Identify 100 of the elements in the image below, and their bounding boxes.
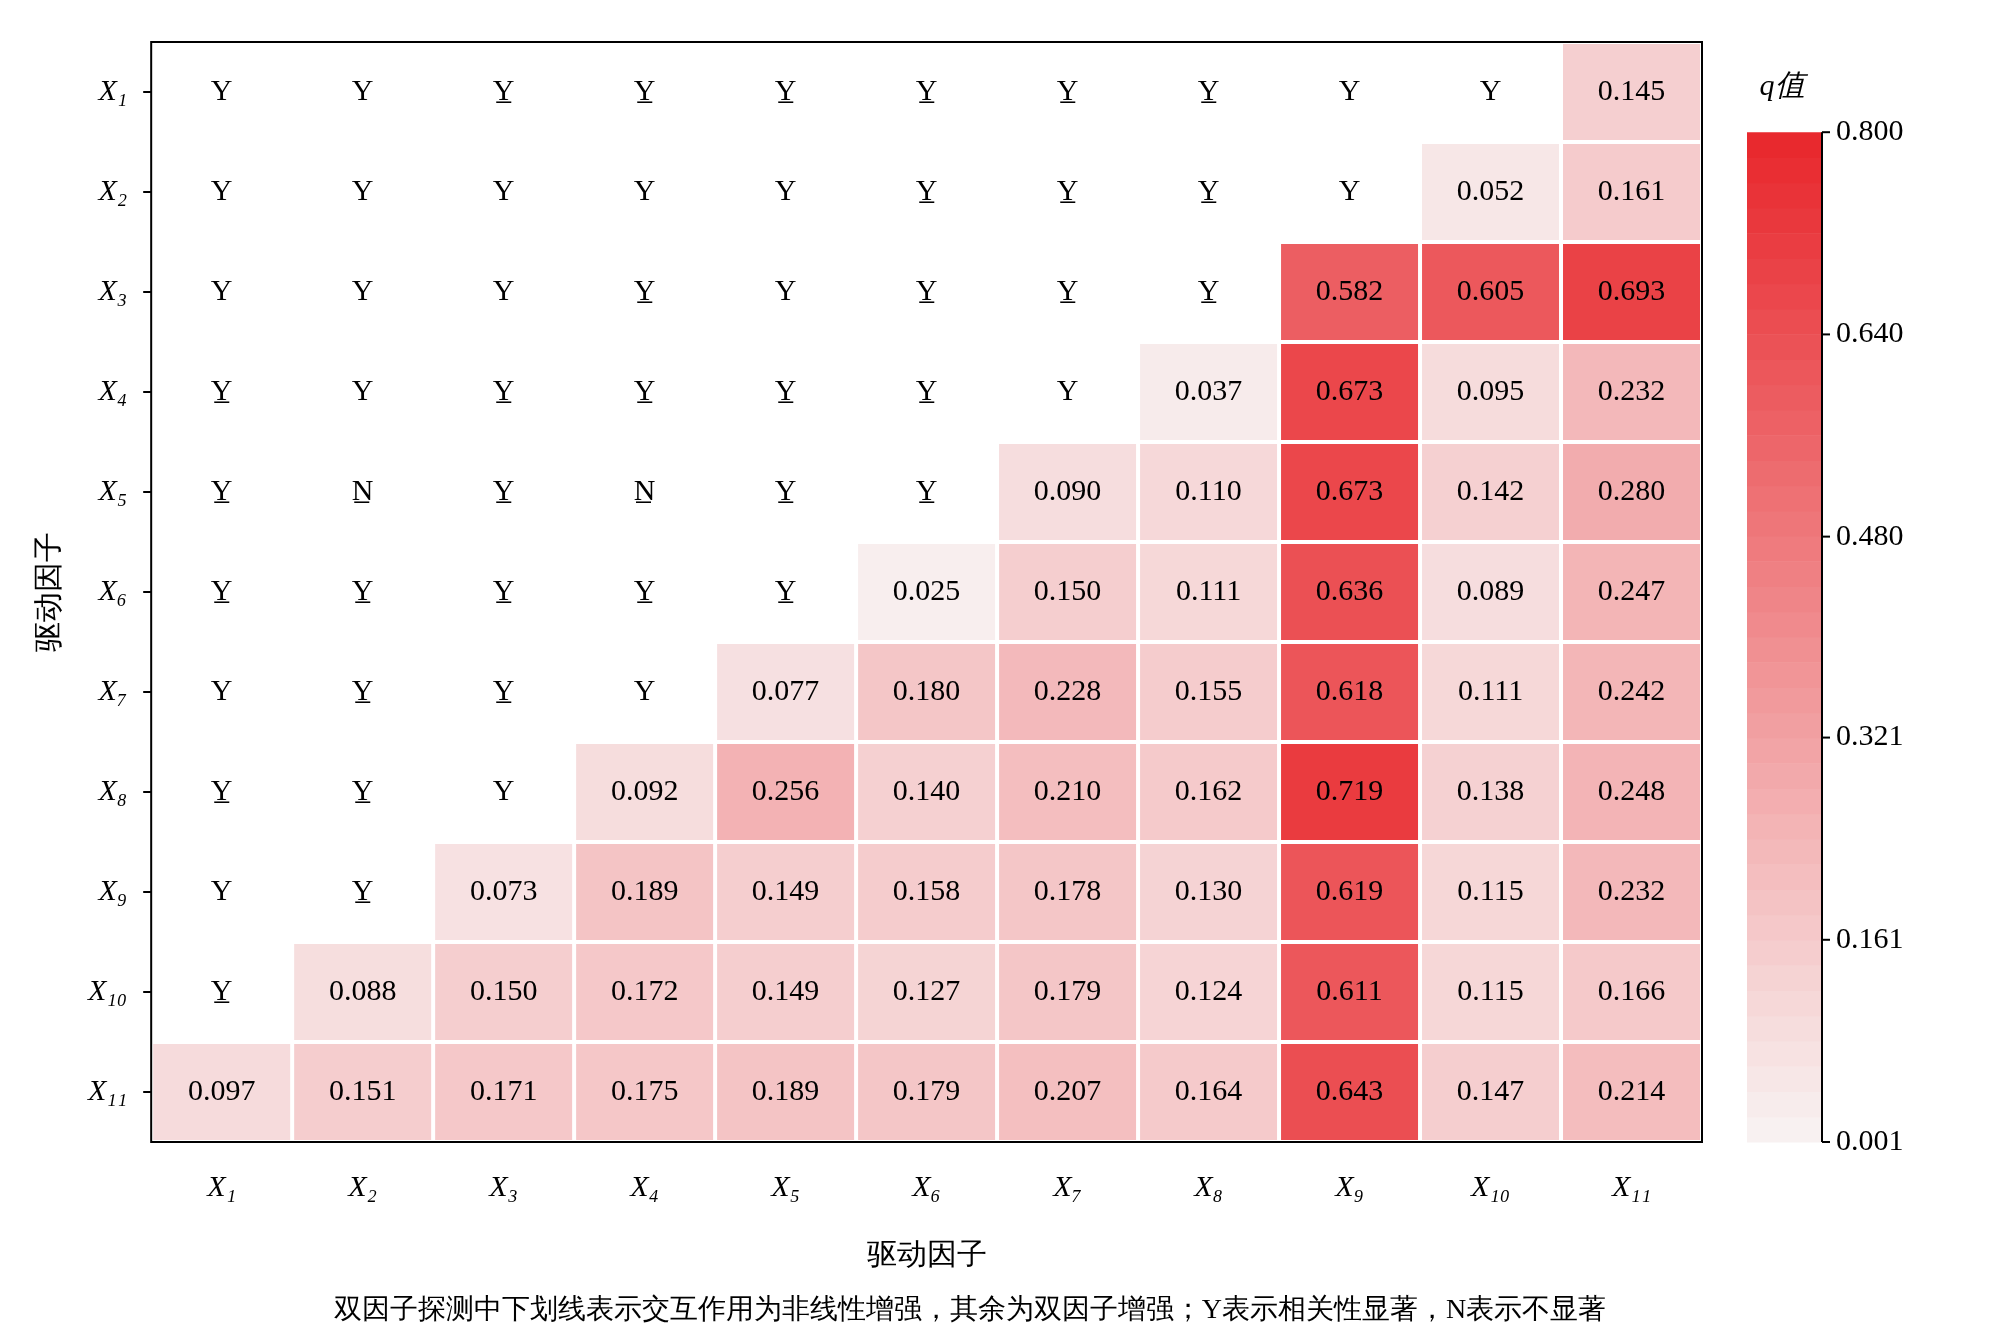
- data-label: 0.073: [469, 872, 538, 906]
- data-label: 0.149: [751, 872, 820, 906]
- color-bar-label: 0.161: [1836, 920, 1904, 954]
- text: Y̲: [492, 672, 515, 706]
- text: Y̲: [210, 772, 233, 806]
- y-tick-label: X₈: [97, 772, 128, 806]
- text: Y̲: [210, 972, 233, 1006]
- x-tick-label: X₅: [770, 1168, 800, 1202]
- y-tick-label: X₉: [97, 872, 128, 906]
- text: Y: [492, 272, 515, 306]
- text: Y̲: [1056, 272, 1079, 306]
- y-tick-label: X₁₀: [87, 972, 128, 1006]
- data-label: 0.619: [1315, 872, 1384, 906]
- data-label: 0.232: [1597, 872, 1666, 906]
- text: Y: [1056, 372, 1079, 406]
- text: Y: [633, 672, 656, 706]
- data-label: 0.178: [1033, 872, 1102, 906]
- data-label: 0.142: [1456, 472, 1525, 506]
- text: Y̲: [492, 72, 515, 106]
- data-label: 0.179: [892, 1072, 961, 1106]
- data-label: 0.151: [328, 1072, 397, 1106]
- y-axis-title: 驱动因子: [30, 532, 64, 652]
- data-label: 0.127: [892, 972, 961, 1006]
- data-label: 0.189: [751, 1072, 820, 1106]
- data-label: 0.172: [610, 972, 679, 1006]
- x-tick-label: X₉: [1334, 1168, 1364, 1202]
- text: Y̲: [492, 372, 515, 406]
- x-tick-label: X₄: [629, 1168, 660, 1202]
- text: Y: [1338, 172, 1361, 206]
- x-tick-label: X₃: [488, 1168, 519, 1202]
- color-bar-label: 0.640: [1836, 315, 1904, 349]
- x-axis-title: 驱动因子: [866, 1236, 987, 1270]
- x-tick-label: X₁₁: [1610, 1168, 1652, 1202]
- data-label: 0.115: [1457, 972, 1524, 1006]
- data-label: 0.138: [1456, 772, 1525, 806]
- text: Y̲: [774, 572, 797, 606]
- color-bar-label: 0.800: [1836, 113, 1904, 147]
- data-label: 0.158: [892, 872, 961, 906]
- data-label: 0.037: [1174, 372, 1243, 406]
- data-label: 0.693: [1597, 272, 1666, 306]
- data-label: 0.247: [1597, 572, 1666, 606]
- y-tick-label: X₄: [97, 372, 128, 406]
- text: Y̲: [774, 472, 797, 506]
- text: Y̲: [351, 772, 374, 806]
- text: Y̲: [633, 572, 656, 606]
- data-label: 0.164: [1174, 1072, 1243, 1106]
- data-label: 0.149: [751, 972, 820, 1006]
- text: Y̲: [351, 872, 374, 906]
- text: N̲: [351, 472, 374, 506]
- text: Y̲: [492, 572, 515, 606]
- text: Y: [633, 172, 656, 206]
- data-label: 0.090: [1033, 472, 1102, 506]
- data-label: 0.052: [1456, 172, 1525, 206]
- text: Y: [210, 272, 233, 306]
- text: Y̲: [210, 472, 233, 506]
- text: Y̲: [210, 372, 233, 406]
- data-label: 0.155: [1174, 672, 1243, 706]
- text: Y̲: [633, 272, 656, 306]
- data-label: 0.605: [1456, 272, 1525, 306]
- data-label: 0.171: [469, 1072, 538, 1106]
- text: Y̲: [915, 272, 938, 306]
- x-tick-label: X₁₀: [1469, 1168, 1511, 1202]
- data-label: 0.673: [1315, 472, 1384, 506]
- y-tick-label: X₁₁: [87, 1072, 128, 1106]
- text: Y: [774, 172, 797, 206]
- text: Y̲: [915, 72, 938, 106]
- y-tick-label: X₆: [97, 572, 128, 606]
- x-tick-label: X₈: [1193, 1168, 1223, 1202]
- text: Y̲: [1197, 172, 1220, 206]
- data-label: 0.618: [1315, 672, 1384, 706]
- data-label: 0.110: [1175, 472, 1242, 506]
- data-label: 0.242: [1597, 672, 1666, 706]
- data-label: 0.166: [1597, 972, 1666, 1006]
- text: Y: [1479, 72, 1502, 106]
- data-label: 0.207: [1033, 1072, 1102, 1106]
- data-label: 0.180: [892, 672, 961, 706]
- data-label: 0.210: [1033, 772, 1102, 806]
- data-label: 0.145: [1597, 72, 1666, 106]
- data-label: 0.095: [1456, 372, 1525, 406]
- data-label: 0.189: [610, 872, 679, 906]
- text: Y: [210, 72, 233, 106]
- text: Y: [351, 172, 374, 206]
- text: Y̲: [774, 72, 797, 106]
- text: Y: [492, 172, 515, 206]
- text: Y̲: [915, 172, 938, 206]
- data-label: 0.097: [187, 1072, 256, 1106]
- x-tick-label: X₂: [347, 1168, 378, 1202]
- data-label: 0.150: [1033, 572, 1102, 606]
- text: Y̲: [915, 472, 938, 506]
- y-tick-label: X₂: [97, 172, 128, 206]
- x-tick-label: X₇: [1052, 1168, 1082, 1202]
- text: Y̲: [1056, 72, 1079, 106]
- data-label: 0.643: [1315, 1072, 1384, 1106]
- text: Y̲: [351, 672, 374, 706]
- text: Y̲: [774, 372, 797, 406]
- data-label: 0.111: [1457, 672, 1524, 706]
- data-label: 0.175: [610, 1072, 679, 1106]
- text: Y̲: [351, 572, 374, 606]
- text: Y̲: [633, 372, 656, 406]
- data-label: 0.280: [1597, 472, 1666, 506]
